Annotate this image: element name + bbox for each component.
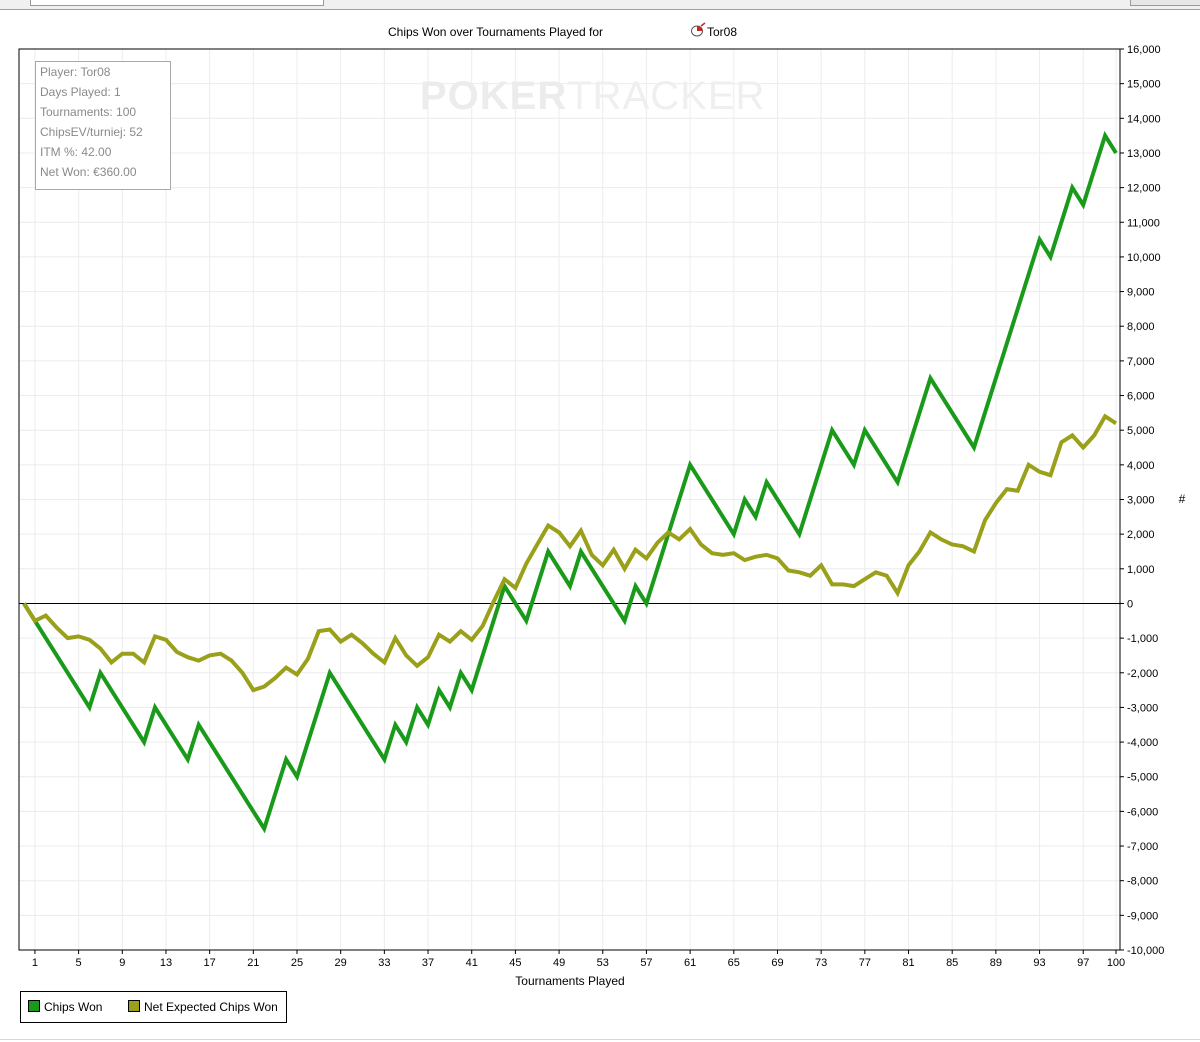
- y-tick-label: 13,000: [1127, 148, 1161, 160]
- y-axis-title: #: [1179, 492, 1186, 506]
- chart-title: Chips Won over Tournaments Played for: [388, 25, 603, 39]
- x-tick-label: 25: [291, 957, 303, 969]
- x-axis: 1 5 9 13 17 21 25 29 33 37 41 45 49 53 57 61 65 69 73 77 81 8…: [32, 950, 1125, 969]
- x-tick-label: 65: [728, 957, 740, 969]
- x-tick-label: 100: [1107, 957, 1125, 969]
- x-tick-label: 13: [160, 957, 172, 969]
- legend-item-chips-won[interactable]: Chips Won: [28, 1000, 102, 1014]
- x-tick-label: 1: [32, 957, 38, 969]
- y-tick-label: 10,000: [1127, 252, 1161, 264]
- x-tick-label: 17: [204, 957, 216, 969]
- legend-swatch-chips-won: [28, 1000, 40, 1012]
- y-tick-label: 7,000: [1127, 356, 1155, 368]
- x-tick-label: 81: [902, 957, 914, 969]
- x-tick-label: 53: [597, 957, 609, 969]
- y-tick-label: 14,000: [1127, 113, 1161, 125]
- poker-tracker-watermark: POKERTRACKER: [420, 74, 765, 119]
- y-tick-label: -9,000: [1127, 910, 1158, 922]
- y-tick-label: 6,000: [1127, 391, 1155, 403]
- x-tick-label: 61: [684, 957, 696, 969]
- y-axis: 16,000 15,000 14,000 13,000 12,000 11,000 10,0…: [1120, 44, 1164, 957]
- series-group: [22, 130, 1118, 834]
- legend-label-chips-won: Chips Won: [44, 1000, 103, 1014]
- stat-days-played: Days Played: 1: [40, 85, 121, 99]
- x-tick-label: 29: [335, 957, 347, 969]
- x-tick-label: 5: [76, 957, 82, 969]
- y-tick-label: 12,000: [1127, 183, 1161, 195]
- legend-item-net-expected[interactable]: Net Expected Chips Won: [128, 1000, 278, 1014]
- y-tick-label: -8,000: [1127, 876, 1158, 888]
- x-tick-label: 45: [509, 957, 521, 969]
- tor-icon: [691, 22, 706, 37]
- x-tick-label: 33: [378, 957, 390, 969]
- x-tick-label: 49: [553, 957, 565, 969]
- y-tick-label: 3,000: [1127, 495, 1155, 507]
- series-line-chips-won: [22, 130, 1118, 834]
- x-axis-title: Tournaments Played: [515, 974, 624, 988]
- grid: [19, 48, 1120, 951]
- x-tick-label: 85: [946, 957, 958, 969]
- y-tick-label: 0: [1127, 598, 1133, 610]
- y-tick-label: -3,000: [1127, 702, 1158, 714]
- stat-chipsev: ChipsEV/turniej: 52: [40, 125, 143, 139]
- x-tick-label: 57: [640, 957, 652, 969]
- x-tick-label: 37: [422, 957, 434, 969]
- y-tick-label: 8,000: [1127, 321, 1155, 333]
- watermark-part2: TRACKER: [567, 74, 766, 118]
- stats-box: Player: Tor08 Days Played: 1 Tournaments…: [35, 61, 171, 190]
- x-tick-label: 69: [771, 957, 783, 969]
- x-tick-label: 77: [859, 957, 871, 969]
- status-divider: [0, 1039, 1200, 1040]
- y-tick-label: -4,000: [1127, 737, 1158, 749]
- y-tick-label: 9,000: [1127, 287, 1155, 299]
- y-tick-label: 4,000: [1127, 460, 1155, 472]
- y-tick-label: 2,000: [1127, 529, 1155, 541]
- y-tick-label: 5,000: [1127, 425, 1155, 437]
- legend-label-net-expected: Net Expected Chips Won: [144, 1000, 278, 1014]
- stat-net-won: Net Won: €360.00: [40, 165, 137, 179]
- chart-title-player: Tor08: [707, 25, 737, 39]
- toolbar: [0, 0, 1200, 10]
- series-line-net-expected: [22, 413, 1118, 693]
- y-tick-label: 16,000: [1127, 44, 1161, 56]
- toolbar-button[interactable]: [1130, 0, 1200, 6]
- legend: Chips Won Net Expected Chips Won: [20, 991, 287, 1023]
- x-tick-label: 9: [119, 957, 125, 969]
- stat-tournaments: Tournaments: 100: [40, 105, 137, 119]
- y-tick-label: -7,000: [1127, 841, 1158, 853]
- y-tick-label: 11,000: [1127, 217, 1160, 229]
- y-tick-label: -10,000: [1127, 945, 1164, 957]
- y-tick-label: 1,000: [1127, 564, 1155, 576]
- y-tick-label: 15,000: [1127, 79, 1161, 91]
- x-tick-label: 73: [815, 957, 827, 969]
- x-tick-label: 89: [990, 957, 1002, 969]
- y-tick-label: -5,000: [1127, 772, 1158, 784]
- y-tick-label: -1,000: [1127, 633, 1158, 645]
- toolbar-field[interactable]: [30, 0, 324, 6]
- x-tick-label: 97: [1077, 957, 1089, 969]
- x-tick-label: 93: [1033, 957, 1045, 969]
- stat-itm: ITM %: 42.00: [40, 145, 112, 159]
- x-tick-label: 21: [247, 957, 259, 969]
- stat-player: Player: Tor08: [40, 65, 111, 79]
- legend-swatch-net-expected: [128, 1000, 140, 1012]
- y-tick-label: -6,000: [1127, 806, 1158, 818]
- y-tick-label: -2,000: [1127, 668, 1158, 680]
- watermark-part1: POKER: [420, 74, 568, 118]
- x-tick-label: 41: [466, 957, 478, 969]
